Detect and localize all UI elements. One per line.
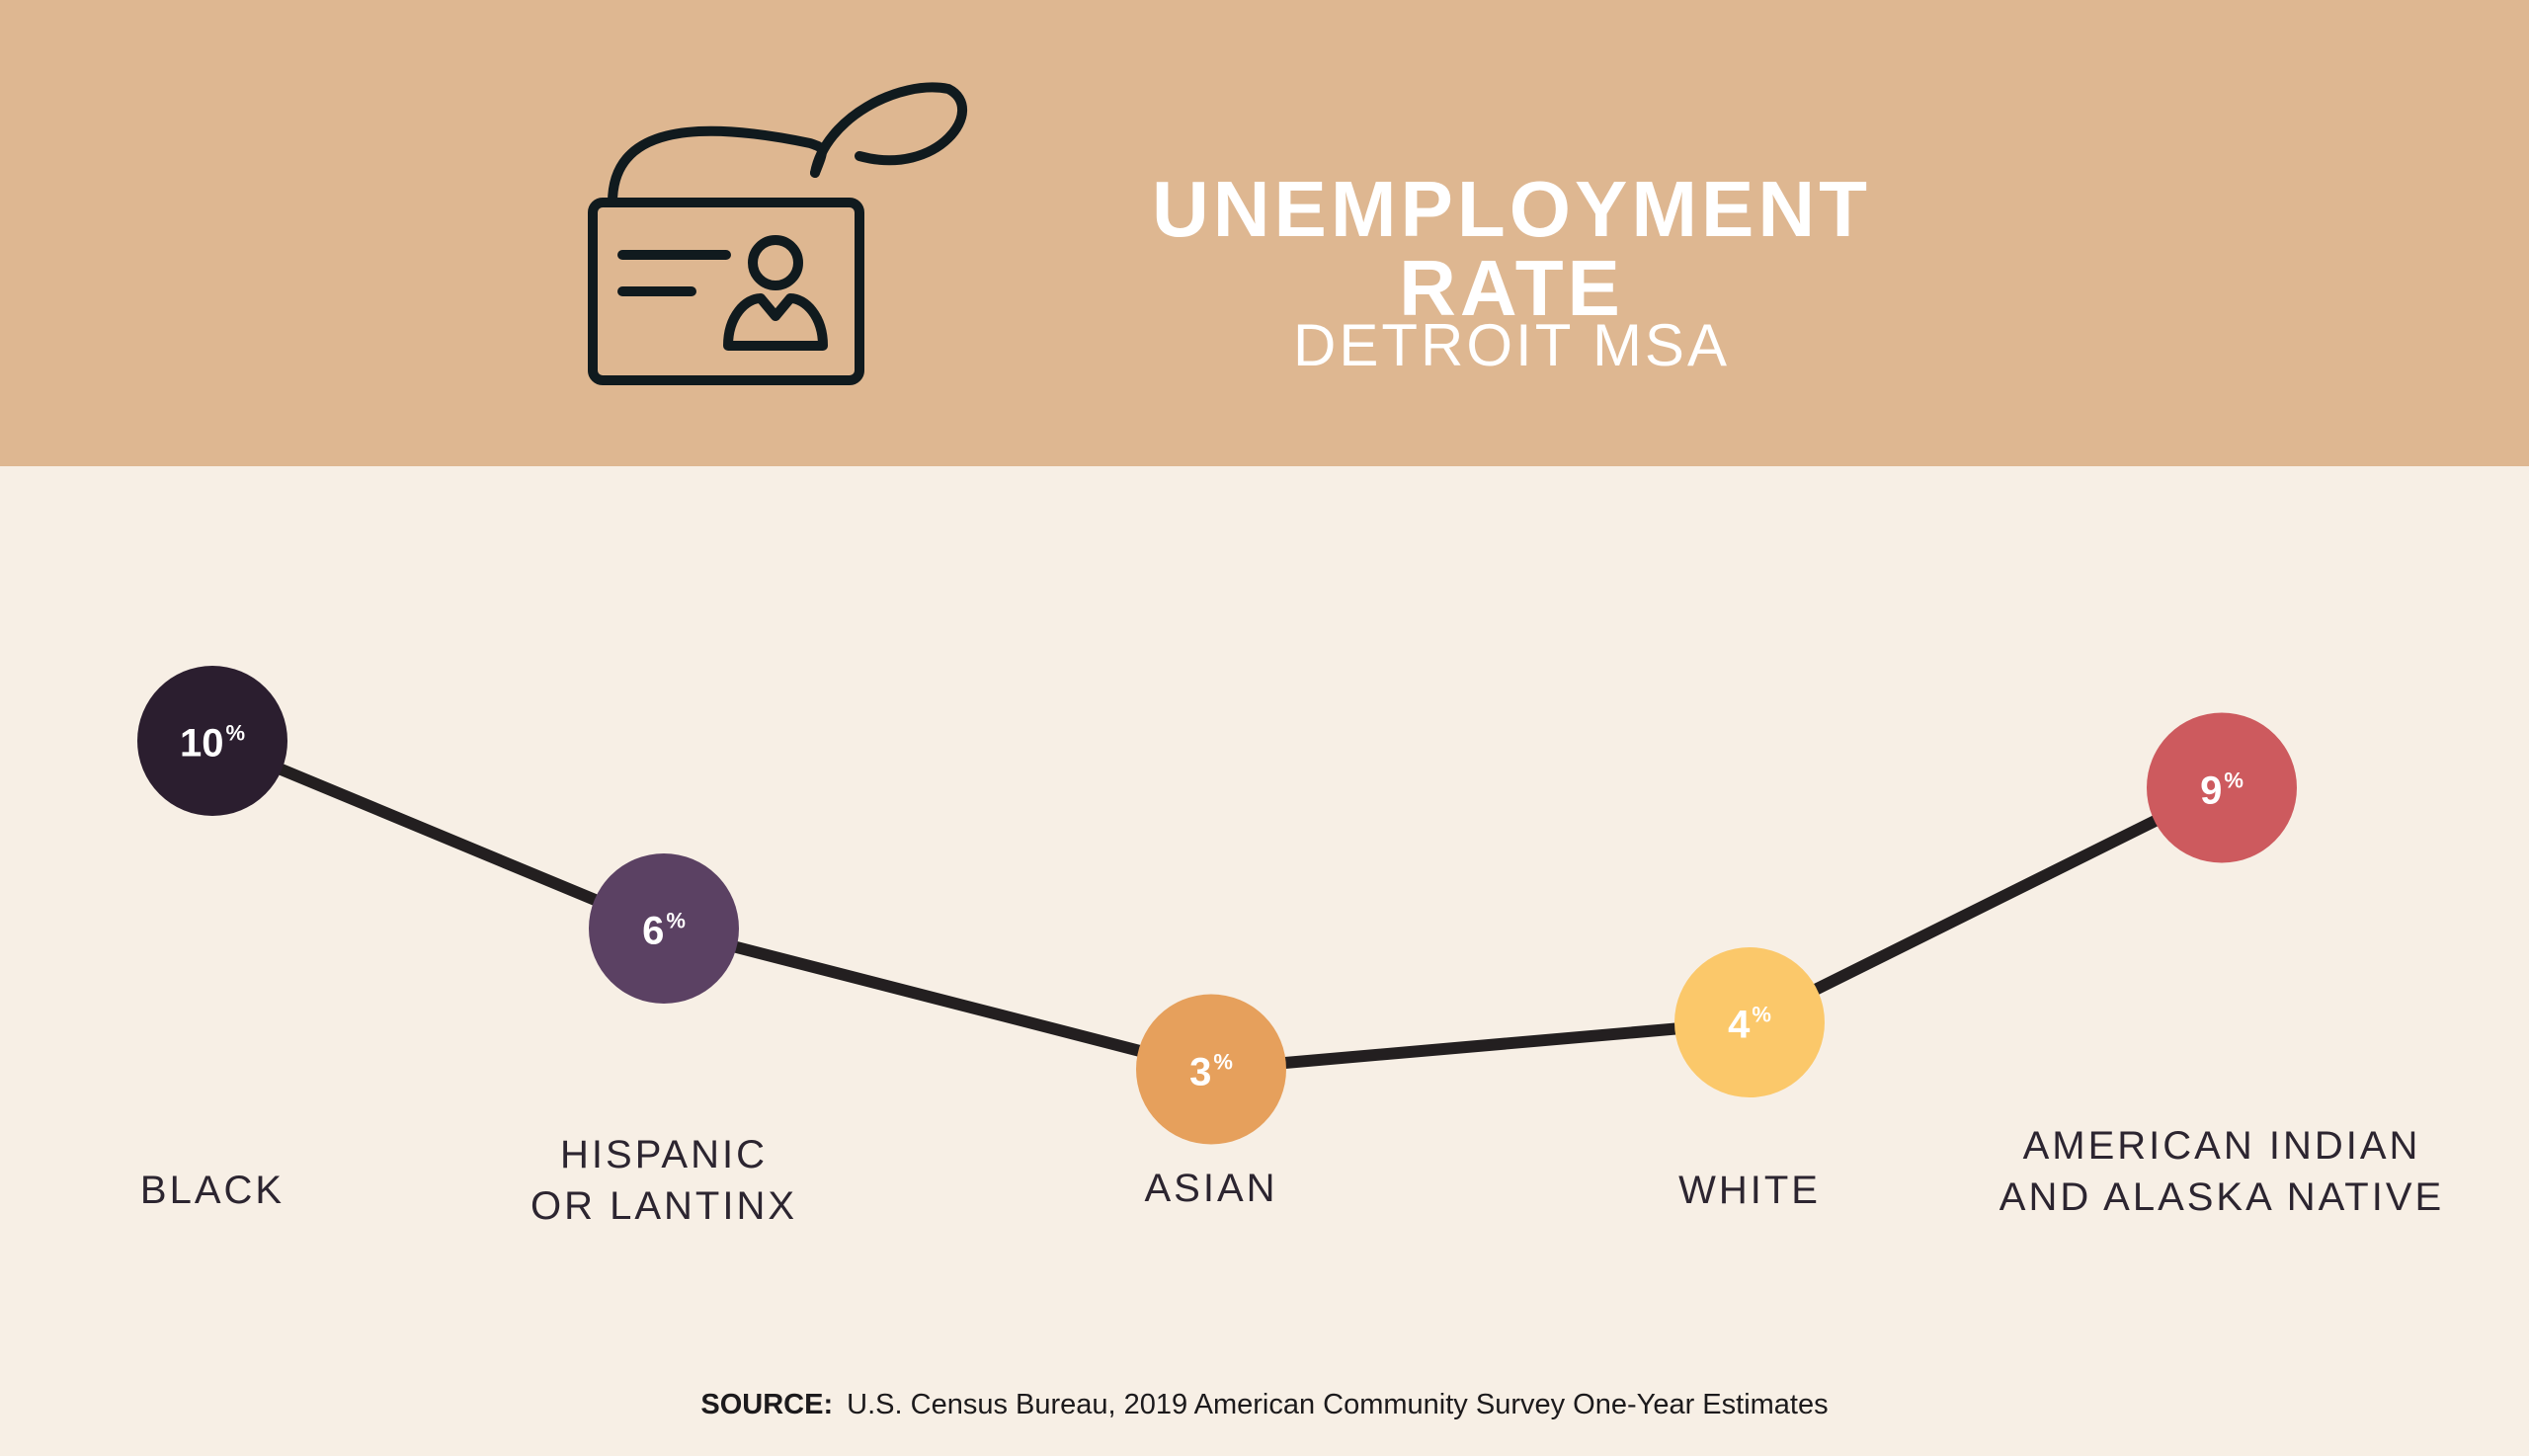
data-label-value: 4 bbox=[1728, 1003, 1751, 1047]
data-label-value: 3 bbox=[1189, 1050, 1212, 1093]
chart-subtitle: DETROIT MSA bbox=[1293, 312, 1730, 378]
category-label-line: HISPANIC bbox=[560, 1133, 768, 1176]
data-label: 10% bbox=[179, 720, 246, 766]
chart-title: UNEMPLOYMENT RATE bbox=[1152, 165, 1871, 332]
data-point bbox=[589, 853, 739, 1004]
data-point bbox=[137, 666, 287, 816]
data-label: 4% bbox=[1728, 1002, 1771, 1047]
category-label-line: ASIAN bbox=[1144, 1167, 1278, 1210]
source-text: U.S. Census Bureau, 2019 American Commun… bbox=[847, 1389, 1829, 1420]
category-label: WHITE bbox=[1473, 1165, 2026, 1216]
data-label-unit: % bbox=[1213, 1049, 1233, 1074]
data-label-unit: % bbox=[1752, 1002, 1771, 1027]
category-label-line: AMERICAN INDIAN bbox=[2022, 1124, 2421, 1168]
data-label-value: 6 bbox=[642, 909, 665, 953]
data-label-value: 9 bbox=[2200, 768, 2223, 812]
data-point bbox=[2147, 712, 2297, 863]
data-label: 6% bbox=[642, 908, 686, 953]
data-label-unit: % bbox=[666, 908, 686, 933]
source-note: SOURCE: U.S. Census Bureau, 2019 America… bbox=[0, 1391, 2529, 1419]
category-label-line: BLACK bbox=[139, 1169, 286, 1212]
category-label-line: OR LANTINX bbox=[530, 1184, 798, 1228]
category-label-line: WHITE bbox=[1678, 1169, 1821, 1212]
id-badge-icon bbox=[588, 82, 967, 385]
category-label-line: AND ALASKA NATIVE bbox=[1999, 1175, 2445, 1219]
data-label-unit: % bbox=[225, 720, 246, 746]
data-label-unit: % bbox=[2224, 768, 2243, 792]
category-label: HISPANIC OR LANTINX bbox=[387, 1129, 940, 1232]
category-label: ASIAN bbox=[935, 1163, 1488, 1214]
data-label: 3% bbox=[1189, 1051, 1233, 1092]
category-label: AMERICAN INDIAN AND ALASKA NATIVE bbox=[1945, 1120, 2498, 1223]
data-label-value: 10 bbox=[179, 721, 224, 766]
source-label: SOURCE: bbox=[700, 1389, 834, 1420]
category-label: BLACK bbox=[0, 1165, 489, 1216]
header-banner: UNEMPLOYMENT RATE DETROIT MSA bbox=[0, 0, 2529, 466]
data-point bbox=[1136, 994, 1286, 1145]
data-label: 9% bbox=[2200, 768, 2243, 812]
data-point bbox=[1674, 947, 1825, 1097]
